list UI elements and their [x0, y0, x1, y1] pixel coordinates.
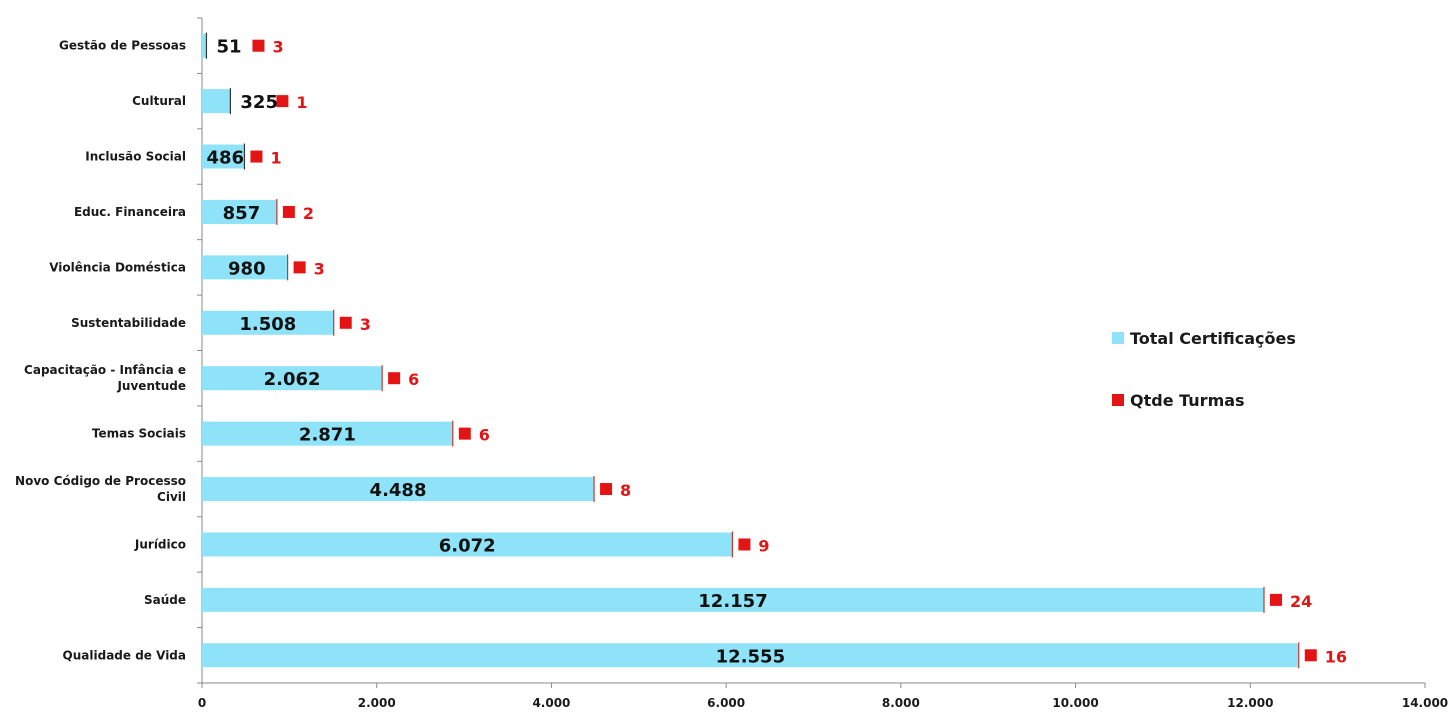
turmas-label-educ-financeira: 2: [303, 204, 314, 223]
value-label-violencia-domestica: 980: [228, 258, 266, 279]
legend-label-total-certificacoes: Total Certificações: [1130, 329, 1296, 348]
bar-educ-financeira: [202, 199, 277, 224]
bar-cultural: [202, 89, 231, 114]
value-label-cultural: 325: [240, 92, 278, 113]
category-label-sustentabilidade: Sustentabilidade: [71, 316, 186, 330]
bar-novo-codigo-de-processo-civil: [202, 477, 595, 502]
turmas-label-juridico: 9: [758, 536, 769, 555]
value-label-saude: 12.157: [698, 591, 767, 612]
legend-swatch-qtde-turmas: [1112, 394, 1124, 406]
turmas-marker-saude: [1270, 593, 1283, 606]
turmas-label-gestao-de-pessoas: 3: [272, 38, 283, 57]
turmas-marker-capacitacao-infancia-e-juventude: [388, 372, 401, 385]
category-label-gestao-de-pessoas: Gestão de Pessoas: [59, 39, 186, 53]
turmas-label-novo-codigo-de-processo-civil: 8: [620, 481, 631, 500]
bar-saude: [202, 587, 1265, 612]
value-label-educ-financeira: 857: [223, 203, 261, 224]
turmas-marker-educ-financeira: [282, 205, 295, 218]
value-label-temas-sociais: 2.871: [299, 425, 356, 446]
turmas-label-qualidade-de-vida: 16: [1325, 647, 1347, 666]
turmas-marker-cultural: [276, 95, 289, 108]
turmas-label-inclusao-social: 1: [270, 149, 281, 168]
x-tick-label: 14.000: [1402, 696, 1448, 710]
labels: Gestão de Pessoas 51 3 Cultural 325 1 Inclusão…: [15, 37, 1347, 668]
x-tick-label: 0: [198, 696, 206, 710]
turmas-marker-inclusao-social: [250, 150, 263, 163]
turmas-marker-gestao-de-pessoas: [252, 39, 265, 52]
bar-gestao-de-pessoas: [202, 33, 207, 58]
bar-violencia-domestica: [202, 255, 288, 280]
legend: Total Certificações Qtde Turmas: [1112, 329, 1296, 410]
legend-swatch-total-certificacoes: [1112, 332, 1124, 344]
legend-label-qtde-turmas: Qtde Turmas: [1130, 391, 1245, 410]
axes: 0 2.000 4.000 6.000 8.000 10.000 12.000 14.000: [197, 17, 1448, 710]
category-label-saude: Saúde: [144, 593, 186, 607]
category-label-juridico: Jurídico: [134, 537, 186, 551]
x-tick-label: 12.000: [1227, 696, 1273, 710]
bar-sustentabilidade: [202, 310, 334, 335]
turmas-marker-temas-sociais: [458, 427, 471, 440]
value-label-gestao-de-pessoas: 51: [216, 37, 241, 58]
category-label-educ-financeira: Educ. Financeira: [74, 205, 186, 219]
turmas-label-capacitacao-infancia-e-juventude: 6: [408, 370, 419, 389]
category-label-violencia-domestica: Violência Doméstica: [49, 260, 186, 274]
turmas-marker-qualidade-de-vida: [1304, 649, 1317, 662]
x-tick-label: 2.000: [358, 696, 396, 710]
category-label-capacitacao-infancia-e-juventude: Capacitação - Infância e: [24, 363, 186, 377]
value-label-sustentabilidade: 1.508: [239, 314, 296, 335]
value-label-inclusao-social: 486: [206, 148, 244, 169]
turmas-label-cultural: 1: [296, 93, 307, 112]
bar-qualidade-de-vida: [202, 643, 1299, 668]
turmas-label-saude: 24: [1290, 592, 1312, 611]
category-label-cultural: Cultural: [132, 94, 186, 108]
bar-juridico: [202, 532, 733, 557]
x-tick-label: 8.000: [882, 696, 920, 710]
category-label-capacitacao-infancia-e-juventude: Juventude: [116, 379, 186, 393]
bar-inclusao-social: [202, 144, 245, 169]
x-tick-label: 6.000: [707, 696, 745, 710]
x-tick-label: 10.000: [1052, 696, 1098, 710]
turmas-label-sustentabilidade: 3: [360, 315, 371, 334]
value-label-qualidade-de-vida: 12.555: [716, 646, 785, 667]
bar-capacitacao-infancia-e-juventude: [202, 366, 383, 391]
x-tick-label: 4.000: [532, 696, 570, 710]
turmas-marker-juridico: [738, 538, 751, 551]
value-label-novo-codigo-de-processo-civil: 4.488: [370, 480, 427, 501]
value-label-capacitacao-infancia-e-juventude: 2.062: [264, 369, 321, 390]
category-label-temas-sociais: Temas Sociais: [92, 427, 186, 441]
value-label-juridico: 6.072: [439, 535, 496, 556]
category-label-qualidade-de-vida: Qualidade de Vida: [63, 648, 186, 662]
turmas-marker-sustentabilidade: [339, 316, 352, 329]
turmas-marker-novo-codigo-de-processo-civil: [600, 483, 613, 496]
category-label-inclusao-social: Inclusão Social: [85, 150, 186, 164]
category-label-novo-codigo-de-processo-civil: Civil: [157, 490, 186, 504]
category-label-novo-codigo-de-processo-civil: Novo Código de Processo: [15, 474, 186, 488]
turmas-label-violencia-domestica: 3: [314, 259, 325, 278]
bar-temas-sociais: [202, 421, 453, 446]
turmas-label-temas-sociais: 6: [479, 426, 490, 445]
turmas-marker-violencia-domestica: [293, 261, 306, 274]
bars: [202, 32, 1317, 669]
